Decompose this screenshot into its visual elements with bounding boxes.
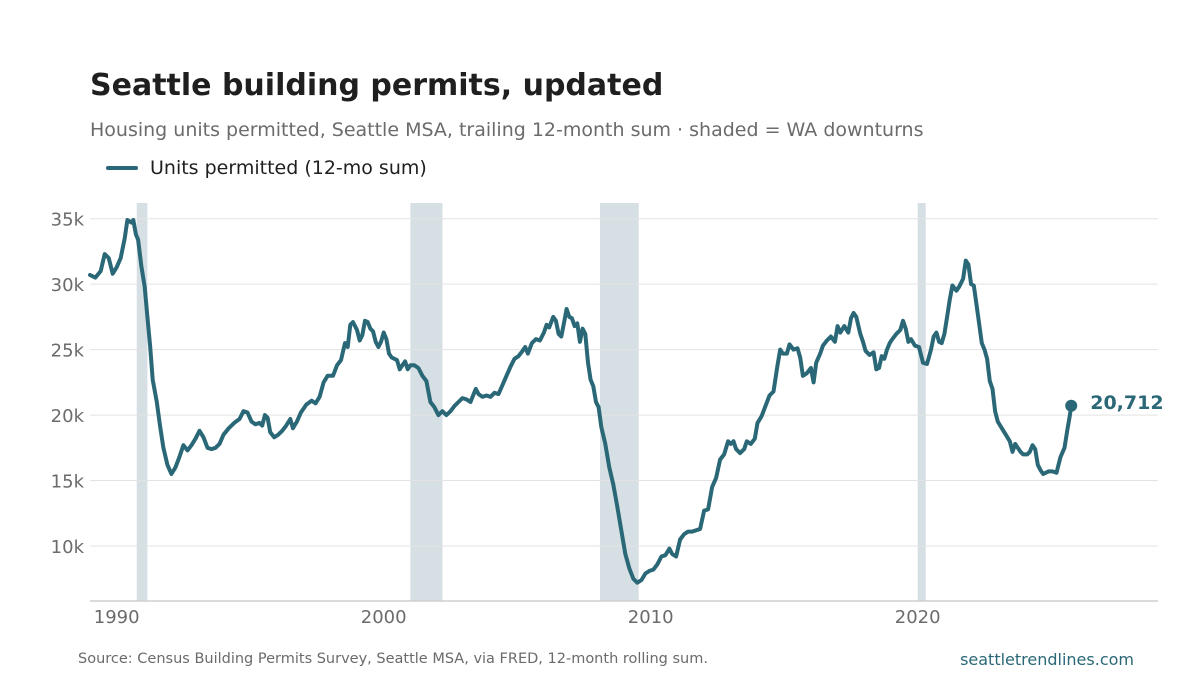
series-end-point [1065,399,1078,412]
legend-label: Units permitted (12-mo sum) [150,157,427,179]
legend: Units permitted (12-mo sum) [106,157,427,179]
source-note: Source: Census Building Permits Survey, … [78,651,708,667]
y-tick-label-20k: 20k [51,406,85,427]
y-axis-ticks: 10k 15k 20k 25k 30k 35k [51,210,85,558]
downturn-shade-1 [136,203,148,601]
chart-title: Seattle building permits, updated [90,68,664,103]
series-end-label: 20,712 [1090,392,1163,414]
gridlines [90,218,1158,547]
y-tick-label-30k: 30k [51,275,85,296]
downturn-shade-3 [599,203,639,601]
series-line-units-permitted [88,218,1074,585]
y-tick-label-35k: 35k [51,210,85,231]
x-tick-label-2010: 2010 [628,607,674,628]
x-tick-label-2020: 2020 [895,607,941,628]
y-tick-label-10k: 10k [51,537,85,558]
x-tick-label-1990: 1990 [94,607,140,628]
legend-swatch [106,166,138,170]
site-link[interactable]: seattletrendlines.com [960,650,1134,669]
y-tick-label-15k: 15k [51,472,85,493]
downturn-shade-4 [917,203,926,601]
x-tick-label-2000: 2000 [361,607,407,628]
x-axis-ticks: 1990 2000 2010 2020 [94,607,941,628]
chart-subtitle: Housing units permitted, Seattle MSA, tr… [90,119,924,141]
y-tick-label-25k: 25k [51,341,85,362]
downturn-shading [136,203,926,601]
downturn-shade-2 [410,203,443,601]
